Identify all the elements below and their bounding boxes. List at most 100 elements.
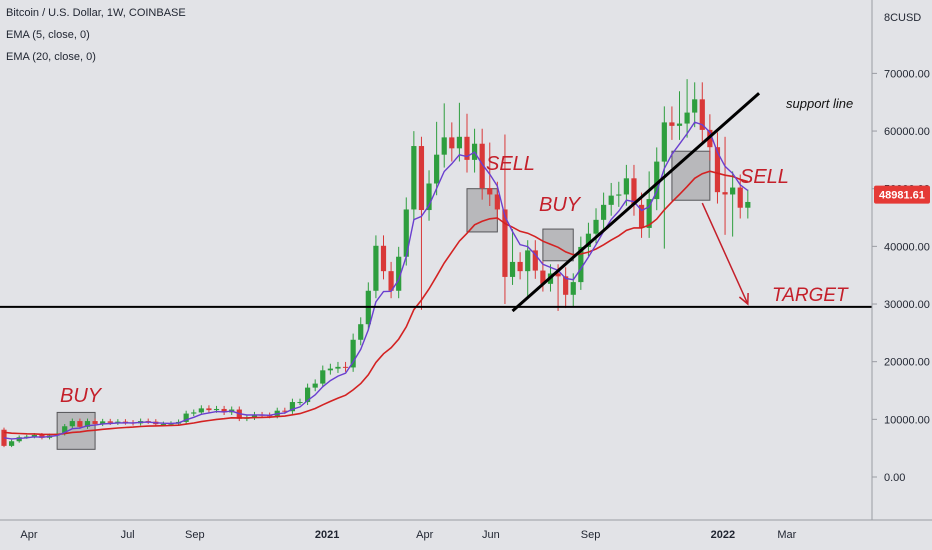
candle-58: [441, 103, 447, 168]
candle-body-77: [585, 233, 592, 247]
price-tick-label: 0.00: [884, 472, 905, 484]
candle-body-43: [327, 368, 333, 371]
candle-body-60: [456, 136, 462, 149]
candle-96: [730, 171, 736, 237]
candle-43: [327, 363, 333, 375]
candle-25: [191, 409, 197, 417]
candle-77: [585, 222, 592, 257]
price-tick-label: 20000.00: [884, 357, 930, 369]
candle-body-24: [183, 413, 189, 422]
candle-66: [502, 134, 508, 305]
candle-45: [342, 361, 349, 372]
candle-0: [1, 427, 7, 448]
candle-body-66: [502, 209, 508, 277]
candle-body-59: [449, 137, 455, 149]
candle-body-65: [494, 194, 500, 210]
candle-body-91: [692, 99, 698, 113]
candle-33: [251, 411, 258, 420]
candle-body-41: [312, 383, 318, 388]
candle-body-40: [305, 387, 311, 403]
candle-26: [198, 405, 204, 416]
candle-body-85: [646, 199, 652, 228]
candle-90: [684, 79, 690, 138]
candle-body-45: [342, 366, 349, 368]
candle-body-28: [213, 408, 220, 411]
candle-71: [540, 261, 546, 292]
candle-88: [669, 106, 675, 140]
candle-body-53: [403, 209, 409, 257]
candle-body-26: [198, 408, 204, 413]
candle-body-98: [745, 201, 751, 208]
candle-body-86: [654, 161, 660, 200]
candle-body-92: [699, 99, 705, 130]
candle-body-8: [62, 426, 68, 434]
candle-91: [692, 82, 698, 128]
ema-lines: [3, 121, 749, 440]
candle-body-84: [638, 204, 645, 228]
target-label: TARGET: [772, 285, 848, 306]
candle-79: [601, 192, 607, 231]
candle-body-74: [563, 276, 569, 295]
candle-body-4: [31, 434, 37, 437]
candle-56: [426, 170, 432, 221]
candle-49: [373, 235, 379, 299]
ema20-legend[interactable]: EMA (20, close, 0): [6, 51, 96, 63]
candle-body-70: [532, 250, 538, 271]
candle-body-44: [335, 366, 341, 369]
last-price-label: 48981.61: [879, 190, 925, 202]
candle-body-78: [593, 219, 599, 234]
candle-body-11: [84, 421, 91, 427]
candle-body-49: [373, 245, 379, 291]
candle-41: [312, 379, 318, 392]
candle-body-90: [684, 112, 690, 124]
candle-1: [8, 439, 15, 448]
candle-body-64: [487, 188, 493, 195]
ema5-legend[interactable]: EMA (5, close, 0): [6, 29, 90, 41]
candle-body-14: [107, 421, 113, 423]
buy-label-1: BUY: [60, 385, 102, 407]
candle-body-87: [661, 122, 667, 162]
candle-body-38: [289, 402, 296, 412]
candle-body-51: [388, 271, 394, 291]
last-price-tag: [874, 185, 930, 204]
candle-body-12: [92, 421, 98, 424]
candle-52: [396, 246, 402, 299]
candle-body-0: [1, 429, 7, 446]
candle-body-94: [714, 147, 721, 193]
candle-body-50: [380, 245, 387, 272]
candle-body-82: [623, 178, 629, 195]
candle-83: [631, 164, 637, 216]
candle-body-5: [39, 434, 45, 438]
candle-46: [350, 333, 356, 372]
box-buy-2: [542, 228, 574, 262]
price-tick-label: 60000.00: [884, 126, 930, 138]
candle-61: [464, 113, 470, 173]
time-axis-label: Sep: [185, 529, 205, 541]
candle-body-39: [297, 402, 303, 404]
candle-74: [563, 267, 569, 309]
price-tick-label: 10000.00: [884, 414, 930, 426]
candle-92: [699, 82, 705, 144]
candle-body-10: [77, 421, 83, 427]
candle-body-83: [631, 178, 637, 205]
candle-body-75: [570, 282, 576, 295]
time-axis-label: Sep: [581, 529, 601, 541]
candle-40: [305, 383, 311, 406]
candle-body-52: [396, 256, 402, 291]
candle-51: [388, 261, 394, 299]
candle-68: [517, 252, 523, 280]
symbol-title[interactable]: Bitcoin / U.S. Dollar, 1W, COINBASE: [6, 7, 186, 19]
candle-84: [638, 192, 645, 238]
candle-60: [456, 102, 462, 162]
candle-body-57: [434, 154, 440, 184]
candle-38: [289, 398, 296, 414]
candle-body-29: [221, 408, 227, 413]
candle-body-58: [441, 137, 447, 155]
candle-body-96: [730, 187, 736, 195]
candle-body-97: [737, 187, 743, 208]
box-sell-2: [671, 150, 711, 201]
